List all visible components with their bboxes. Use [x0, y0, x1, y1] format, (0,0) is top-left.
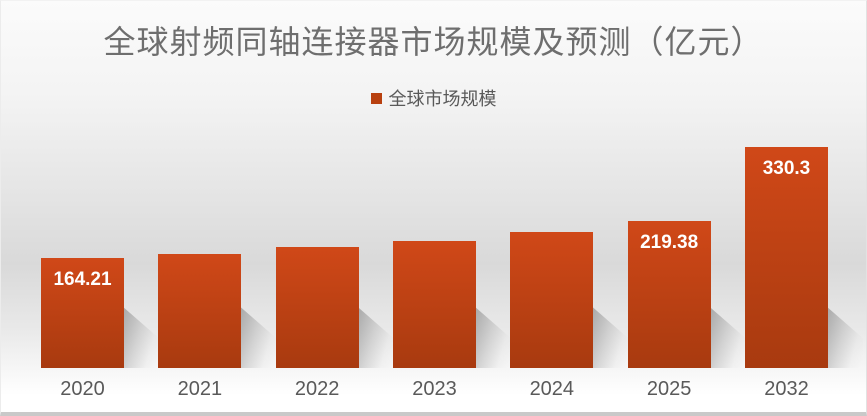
bar-drop-shadow [591, 306, 629, 368]
x-axis-label-2020: 2020 [60, 378, 105, 400]
legend: 全球市场规模 [1, 85, 866, 111]
bar-2021 [158, 254, 242, 368]
x-axis-label-2025: 2025 [646, 378, 692, 400]
bar-drop-shadow [473, 306, 511, 368]
bar-2022 [275, 247, 359, 368]
bar-drop-shadow [708, 306, 746, 368]
data-label-2032: 330.3 [762, 158, 811, 179]
legend-label: 全球市场规模 [388, 89, 497, 109]
bar-drop-shadow [122, 306, 159, 368]
data-label-2020: 164.21 [53, 269, 112, 290]
bar-2032: 330.3 [744, 147, 828, 368]
x-axis-label-2024: 2024 [529, 378, 575, 400]
bar-drop-shadow [356, 306, 394, 368]
legend-marker-square-icon [370, 92, 382, 104]
bar-drop-shadow [239, 306, 277, 368]
bar-2020: 164.21 [41, 258, 124, 368]
x-axis-label-2023: 2023 [412, 378, 457, 400]
x-axis-label-2021: 2021 [177, 378, 223, 400]
chart-title: 全球射频同轴连接器市场规模及预测（亿元） [103, 24, 764, 60]
bar-drop-shadow [825, 306, 863, 368]
data-label-2025: 219.38 [640, 232, 699, 253]
x-axis-label-2022: 2022 [294, 378, 340, 400]
x-axis-label-2032: 2032 [764, 378, 809, 400]
bar-2023 [392, 241, 476, 368]
bar-2025: 219.38 [627, 221, 711, 368]
bar-2024 [510, 232, 594, 368]
